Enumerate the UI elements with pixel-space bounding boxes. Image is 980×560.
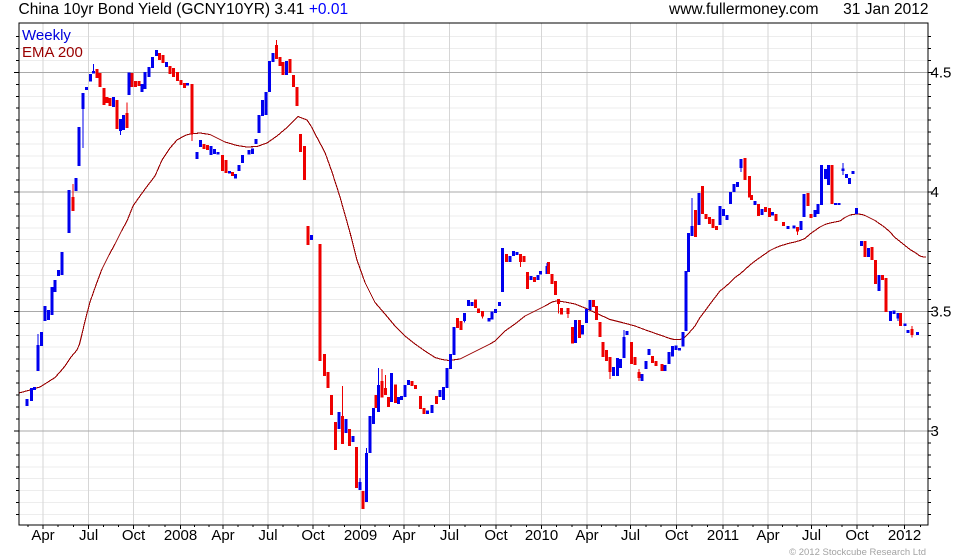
svg-text:© 2012 Stockcube Research Ltd: © 2012 Stockcube Research Ltd — [789, 547, 926, 558]
svg-text:China 10yr Bond Yield (GCNY10Y: China 10yr Bond Yield (GCNY10YR) 3.41 +0… — [19, 1, 349, 18]
svg-text:2010: 2010 — [525, 527, 558, 544]
svg-text:Oct: Oct — [845, 527, 869, 544]
svg-text:Oct: Oct — [122, 527, 146, 544]
svg-text:Oct: Oct — [665, 527, 689, 544]
svg-text:2011: 2011 — [707, 527, 739, 544]
svg-text:3.5: 3.5 — [931, 304, 952, 321]
svg-text:Apr: Apr — [392, 527, 415, 544]
svg-text:2008: 2008 — [164, 527, 197, 544]
svg-text:Oct: Oct — [484, 527, 508, 544]
svg-text:4.5: 4.5 — [931, 65, 952, 82]
svg-text:Apr: Apr — [211, 527, 234, 544]
svg-text:www.fullermoney.com: www.fullermoney.com — [668, 1, 819, 18]
svg-text:EMA 200: EMA 200 — [22, 44, 83, 61]
svg-text:Jul: Jul — [258, 527, 277, 544]
svg-text:Jul: Jul — [79, 527, 98, 544]
svg-text:4: 4 — [931, 184, 939, 201]
svg-text:Apr: Apr — [756, 527, 779, 544]
svg-text:2009: 2009 — [344, 527, 377, 544]
svg-text:Apr: Apr — [575, 527, 598, 544]
svg-text:Jul: Jul — [621, 527, 640, 544]
svg-text:Weekly: Weekly — [22, 27, 71, 44]
svg-text:2012: 2012 — [888, 527, 921, 544]
svg-text:Apr: Apr — [31, 527, 54, 544]
svg-text:Jul: Jul — [802, 527, 821, 544]
svg-text:3: 3 — [931, 423, 939, 440]
svg-text:Oct: Oct — [301, 527, 325, 544]
svg-text:Jul: Jul — [440, 527, 459, 544]
svg-text:31 Jan 2012: 31 Jan 2012 — [843, 1, 928, 18]
